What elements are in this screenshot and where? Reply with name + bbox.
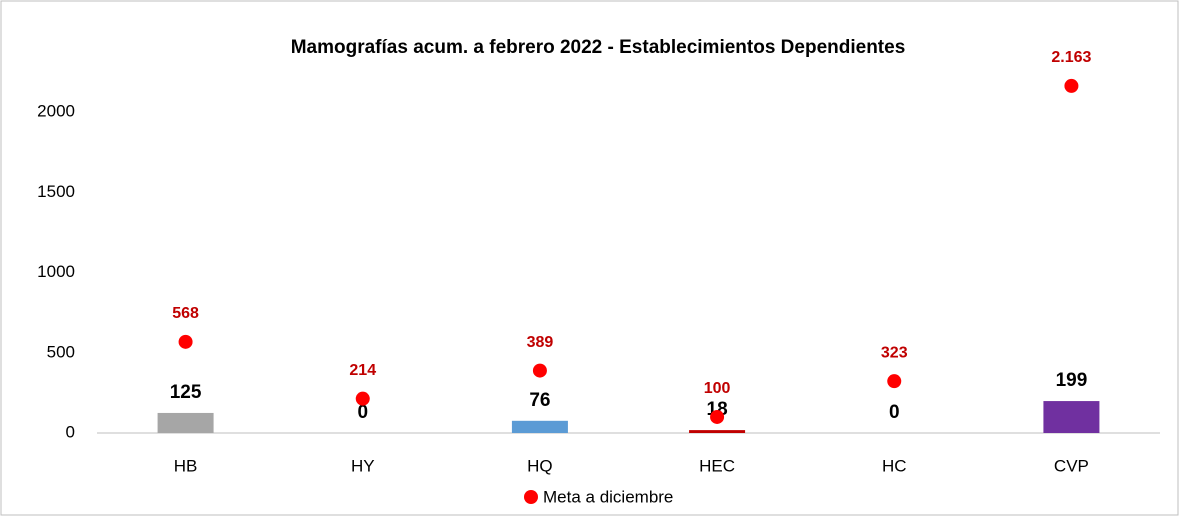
target-dot bbox=[178, 334, 193, 349]
legend-marker bbox=[524, 490, 538, 504]
x-tick-label: HB bbox=[174, 456, 198, 475]
legend-label: Meta a diciembre bbox=[543, 487, 673, 506]
target-dot bbox=[532, 363, 547, 378]
y-tick-label: 1500 bbox=[37, 182, 75, 201]
bar bbox=[689, 430, 746, 433]
bar-value-label: 0 bbox=[889, 402, 900, 423]
y-tick-label: 0 bbox=[66, 422, 75, 441]
target-value-label: 100 bbox=[704, 380, 731, 397]
target-dot bbox=[710, 409, 725, 424]
bar-value-label: 125 bbox=[170, 382, 202, 403]
x-tick-label: CVP bbox=[1054, 456, 1089, 475]
x-tick-label: HC bbox=[882, 456, 907, 475]
bar-value-label: 0 bbox=[357, 402, 368, 423]
y-tick-label: 2000 bbox=[37, 102, 75, 121]
x-tick-label: HEC bbox=[699, 456, 735, 475]
chart-title: Mamografías acum. a febrero 2022 - Estab… bbox=[291, 37, 906, 58]
target-value-label: 568 bbox=[172, 305, 199, 322]
bar bbox=[157, 412, 214, 433]
bar bbox=[511, 420, 568, 433]
target-value-label: 389 bbox=[527, 334, 554, 351]
target-dot bbox=[887, 374, 902, 389]
bar-value-label: 76 bbox=[529, 390, 550, 411]
target-dot bbox=[1064, 78, 1079, 93]
target-dot bbox=[355, 391, 370, 406]
y-tick-label: 500 bbox=[47, 342, 75, 361]
x-tick-label: HY bbox=[351, 456, 375, 475]
target-value-label: 2.163 bbox=[1051, 49, 1091, 66]
bar bbox=[1043, 401, 1100, 433]
x-tick-label: HQ bbox=[527, 456, 553, 475]
y-tick-label: 1000 bbox=[37, 262, 75, 281]
target-value-label: 323 bbox=[881, 344, 908, 361]
bar-value-label: 199 bbox=[1056, 370, 1088, 391]
target-value-label: 214 bbox=[349, 362, 376, 379]
